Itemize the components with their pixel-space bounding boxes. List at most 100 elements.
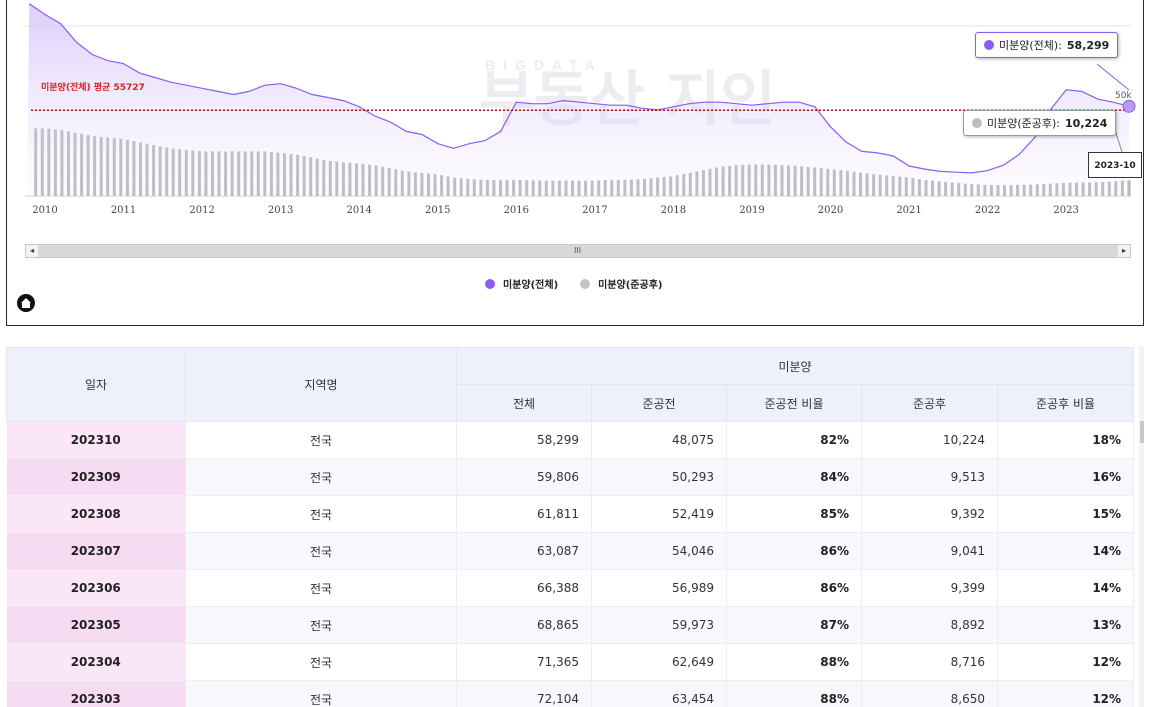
chart-panel: BIGDATA 부동산 지인 미분양(전체) 평균 55727 50k 2010… (6, 0, 1144, 326)
header-pre-ratio[interactable]: 준공전 비율 (726, 384, 862, 422)
unsold-chart[interactable]: BIGDATA 부동산 지인 (7, 0, 1143, 326)
watermark-top: BIGDATA (485, 57, 603, 73)
cell-post-ratio: 13% (997, 606, 1135, 644)
table-row[interactable]: 202306 전국 66,388 56,989 86% 9,399 14% (6, 569, 1135, 607)
x-tick-label: 2016 (503, 205, 530, 216)
cell-post-ratio: 16% (997, 458, 1135, 496)
cell-pre: 48,075 (591, 421, 727, 459)
cell-pre-ratio: 84% (726, 458, 862, 496)
cell-pre: 50,293 (591, 458, 727, 496)
cell-date: 202305 (6, 606, 186, 644)
table-row[interactable]: 202307 전국 63,087 54,046 86% 9,041 14% (6, 532, 1135, 570)
x-tick-label: 2019 (739, 205, 765, 216)
cell-pre: 54,046 (591, 532, 727, 570)
cell-post-ratio: 12% (997, 643, 1135, 681)
cell-region: 전국 (185, 643, 457, 681)
home-logo-icon[interactable] (17, 294, 35, 312)
cell-date: 202307 (6, 532, 186, 570)
legend-after-label: 미분양(준공후) (598, 280, 663, 291)
cell-date: 202308 (6, 495, 186, 533)
cell-total: 61,811 (456, 495, 592, 533)
cell-total: 71,365 (456, 643, 592, 681)
cell-pre-ratio: 87% (726, 606, 862, 644)
table-row[interactable]: 202308 전국 61,811 52,419 85% 9,392 15% (6, 495, 1135, 533)
cell-region: 전국 (185, 606, 457, 644)
cell-date: 202310 (6, 421, 186, 459)
x-tick-label: 2018 (660, 205, 687, 216)
x-tick-label: 2014 (346, 205, 372, 216)
total-line (28, 3, 1130, 174)
x-tick-label: 2011 (110, 205, 137, 216)
x-tick-label: 2017 (582, 205, 608, 216)
average-label: 미분양(전체) 평균 55727 (41, 83, 145, 93)
cell-post: 9,513 (861, 458, 998, 496)
header-pre[interactable]: 준공전 (591, 384, 727, 422)
header-date[interactable]: 일자 (6, 347, 186, 422)
cell-post: 8,716 (861, 643, 998, 681)
cell-pre-ratio: 86% (726, 532, 862, 570)
chart-scrollbar[interactable]: ◂ III ▸ (25, 244, 1131, 258)
table-row[interactable]: 202303 전국 72,104 63,454 88% 8,650 12% (6, 680, 1135, 707)
x-tick-label: 2020 (817, 205, 844, 216)
cell-total: 66,388 (456, 569, 592, 607)
table-row[interactable]: 202310 전국 58,299 48,075 82% 10,224 18% (6, 421, 1135, 459)
table-scroll-thumb[interactable] (1140, 421, 1144, 443)
cell-pre-ratio: 88% (726, 643, 862, 681)
cell-total: 59,806 (456, 458, 592, 496)
cell-post: 10,224 (861, 421, 998, 459)
header-post[interactable]: 준공후 (861, 384, 998, 422)
unsold-table-wrap: 일자 지역명 미분양 전체 준공전 준공전 비율 준공후 준공후 비율 2023… (6, 347, 1144, 707)
legend-total-dot (485, 278, 495, 289)
cell-post-ratio: 14% (997, 532, 1135, 570)
cell-date: 202304 (6, 643, 186, 681)
legend-after-dot (580, 278, 591, 289)
cell-region: 전국 (185, 421, 457, 459)
legend-item-total[interactable]: 미분양(전체) (485, 276, 558, 291)
header-region[interactable]: 지역명 (185, 347, 457, 422)
total-area (27, 3, 1129, 197)
scroll-left-arrow-icon[interactable]: ◂ (26, 245, 38, 257)
table-row[interactable]: 202304 전국 71,365 62,649 88% 8,716 12% (6, 643, 1135, 681)
tooltip-total-pointer (1096, 63, 1130, 91)
table-row[interactable]: 202305 전국 68,865 59,973 87% 8,892 13% (6, 606, 1135, 644)
cell-post-ratio: 15% (997, 495, 1135, 533)
header-group-unsold: 미분양 (455, 347, 1135, 385)
cell-region: 전국 (185, 569, 457, 607)
cell-date: 202309 (6, 458, 186, 496)
cell-total: 72,104 (456, 680, 592, 707)
x-tick-label: 2010 (32, 205, 58, 216)
cell-post: 9,399 (861, 569, 998, 607)
scroll-grip-icon[interactable]: III (574, 246, 582, 255)
cell-region: 전국 (185, 495, 457, 533)
cell-post-ratio: 18% (997, 421, 1135, 459)
header-total[interactable]: 전체 (456, 384, 592, 422)
table-scrollbar[interactable] (1139, 347, 1144, 707)
cell-region: 전국 (185, 680, 457, 707)
tooltip-total-value: 58,299 (1066, 38, 1110, 52)
cell-pre: 56,989 (591, 569, 727, 607)
cell-date: 202306 (6, 569, 186, 607)
cell-post: 9,041 (861, 532, 998, 570)
legend-total-label: 미분양(전체) (503, 280, 559, 291)
cell-pre: 62,649 (591, 643, 727, 681)
table-row[interactable]: 202309 전국 59,806 50,293 84% 9,513 16% (6, 458, 1135, 496)
tooltip-after-label: 미분양(준공후): (987, 117, 1061, 130)
x-tick-label: 2015 (425, 205, 451, 216)
cell-pre: 59,973 (591, 606, 727, 644)
cell-post: 8,892 (861, 606, 998, 644)
cell-pre-ratio: 88% (726, 680, 862, 707)
x-tick-label: 2022 (974, 205, 1001, 216)
scroll-right-arrow-icon[interactable]: ▸ (1118, 245, 1130, 257)
x-tick-label: 2021 (896, 205, 922, 216)
x-tick-label: 2012 (189, 205, 215, 216)
tooltip-total: 미분양(전체): 58,299 (975, 32, 1119, 58)
cell-pre-ratio: 86% (726, 569, 862, 607)
cell-pre: 52,419 (591, 495, 727, 533)
chart-legend: 미분양(전체) 미분양(준공후) (485, 276, 662, 291)
header-post-ratio[interactable]: 준공후 비율 (996, 384, 1135, 422)
y-axis-label: 50k (1115, 91, 1132, 101)
legend-item-after[interactable]: 미분양(준공후) (580, 276, 662, 291)
x-tick-label: 2023 (1053, 205, 1079, 216)
total-end-point[interactable] (1122, 99, 1136, 113)
tooltip-after-value: 10,224 (1065, 116, 1108, 130)
